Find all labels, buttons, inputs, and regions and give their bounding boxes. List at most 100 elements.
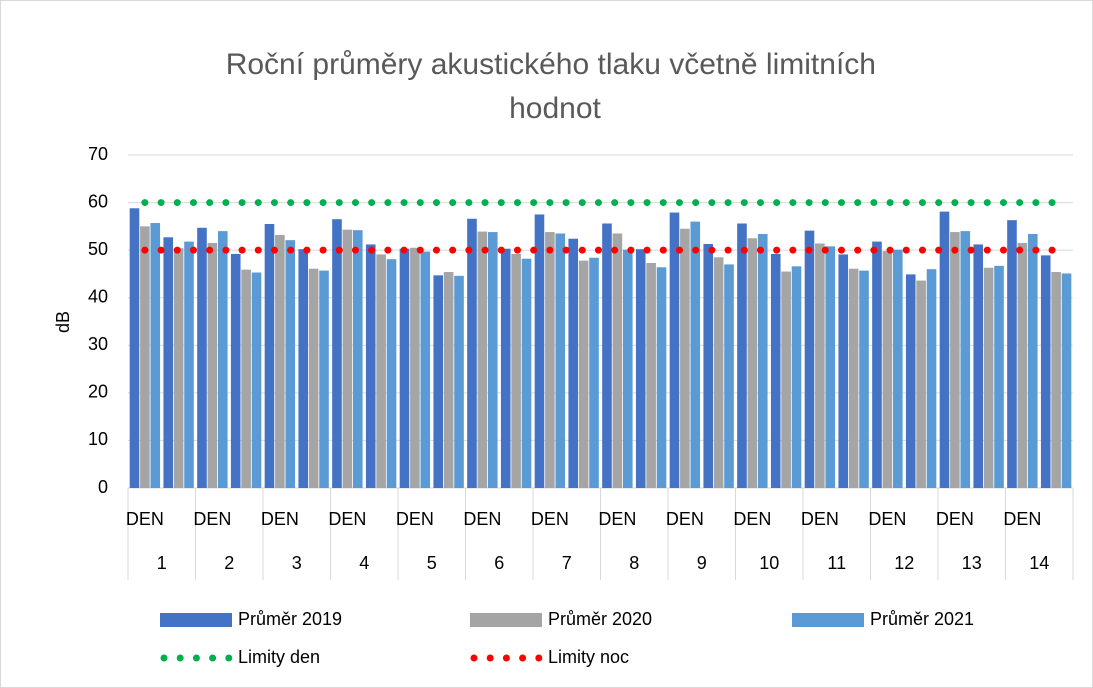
y-tick-label: 10 — [88, 429, 108, 449]
x-tick-label: DEN — [598, 509, 636, 529]
x-tick-label: DEN — [531, 509, 569, 529]
bar — [905, 274, 916, 488]
bar — [365, 244, 376, 488]
bar — [825, 246, 836, 488]
bar — [815, 243, 825, 488]
bar — [521, 258, 532, 488]
bar — [500, 248, 511, 488]
x-tick-label: DEN — [666, 509, 704, 529]
bar — [757, 233, 768, 488]
bar — [939, 211, 950, 489]
title-line: Roční průměry akustického tlaku včetně l… — [226, 48, 876, 81]
bar — [477, 231, 488, 488]
bar — [467, 218, 477, 488]
bar — [241, 269, 251, 488]
bar — [545, 232, 555, 488]
bar — [308, 268, 319, 488]
legend-swatch — [792, 613, 864, 627]
bar — [197, 227, 207, 488]
title-line: hodnot — [509, 92, 601, 125]
bar — [994, 265, 1004, 488]
legend-label: Limity noc — [548, 647, 629, 667]
group-label: 12 — [894, 553, 914, 573]
group-label: 13 — [962, 553, 982, 573]
bar — [1027, 233, 1038, 488]
bar — [983, 267, 994, 488]
bar — [916, 280, 926, 488]
bar — [285, 240, 296, 488]
bar — [264, 223, 275, 488]
bar — [207, 243, 218, 488]
bar — [747, 238, 758, 488]
bar — [892, 249, 903, 488]
bar — [298, 249, 309, 488]
group-label: 11 — [827, 553, 846, 573]
bar — [251, 272, 262, 488]
y-axis-label: dB — [53, 311, 73, 333]
y-tick-label: 70 — [88, 144, 108, 164]
bar — [656, 267, 667, 488]
bar — [872, 241, 882, 488]
x-tick-label: DEN — [328, 509, 366, 529]
bar — [352, 230, 363, 489]
x-tick-label: DEN — [1003, 509, 1041, 529]
bar — [433, 275, 444, 488]
x-tick-label: DEN — [936, 509, 974, 529]
bar — [1007, 220, 1017, 488]
bar — [184, 241, 194, 488]
x-tick-label: DEN — [463, 509, 501, 529]
group-label: 4 — [359, 553, 369, 573]
y-tick-label: 50 — [88, 239, 108, 259]
bar — [332, 219, 342, 488]
chart-title: Roční průměry akustického tlaku včetně l… — [226, 48, 885, 125]
bar — [859, 270, 869, 488]
bar — [602, 223, 612, 488]
bar — [646, 262, 656, 488]
group-label: 10 — [759, 553, 779, 573]
group-label: 3 — [292, 553, 302, 573]
x-tick-label: DEN — [193, 509, 231, 529]
bar — [386, 259, 397, 488]
bar — [973, 244, 984, 488]
bar — [1061, 273, 1072, 488]
bar — [578, 260, 589, 488]
bar — [804, 230, 815, 489]
legend-label: Průměr 2019 — [238, 609, 342, 629]
bar — [399, 248, 410, 488]
y-tick-label: 30 — [88, 334, 108, 354]
bar — [568, 238, 579, 488]
group-label: 9 — [697, 553, 707, 573]
bar — [555, 233, 566, 488]
legend-label: Průměr 2021 — [870, 609, 974, 629]
bar — [690, 221, 701, 488]
bar — [713, 257, 724, 488]
bar — [129, 208, 140, 488]
bar — [724, 264, 734, 488]
bar — [342, 229, 353, 489]
legend-label: Limity den — [238, 647, 320, 667]
group-label: 6 — [494, 553, 504, 573]
bar — [669, 212, 680, 488]
y-tick-label: 40 — [88, 286, 108, 306]
group-label: 5 — [427, 553, 437, 573]
bar — [420, 251, 431, 488]
x-tick-label: DEN — [261, 509, 299, 529]
bar — [150, 223, 161, 488]
bar — [275, 234, 285, 488]
bar — [770, 253, 781, 488]
bar — [703, 243, 714, 488]
bar — [791, 266, 802, 488]
x-tick-label: DEN — [396, 509, 434, 529]
group-label: 8 — [629, 553, 639, 573]
legend-swatch — [470, 613, 542, 627]
x-tick-label: DEN — [868, 509, 906, 529]
bar — [680, 228, 690, 488]
x-tick-label: DEN — [733, 509, 771, 529]
bar — [848, 268, 859, 488]
bar — [376, 254, 386, 488]
bar — [1051, 272, 1061, 488]
bar — [737, 223, 747, 488]
y-tick-label: 0 — [98, 477, 108, 497]
group-label: 1 — [157, 553, 167, 573]
bar — [217, 231, 228, 488]
